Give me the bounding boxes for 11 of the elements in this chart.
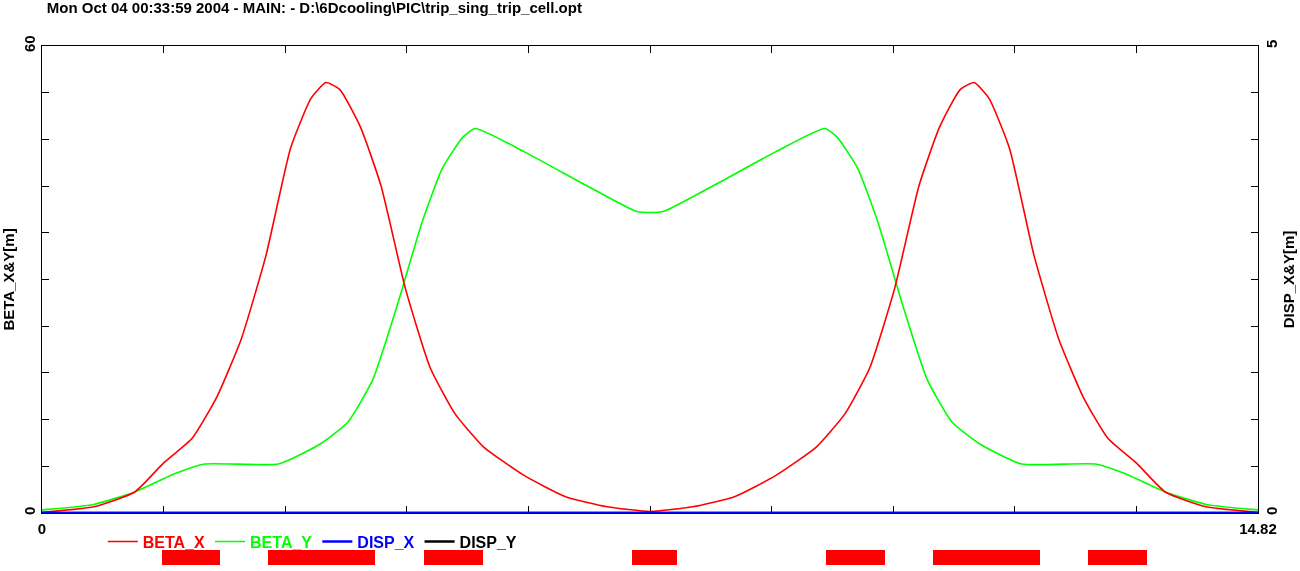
y2-tick-label: 0 — [1263, 506, 1280, 515]
legend-label: BETA_Y — [250, 533, 313, 551]
chart-title: Mon Oct 04 00:33:59 2004 - MAIN: - D:\6Dcooling\PIC\trip_sing_trip_cell.opt — [46, 0, 582, 17]
y2-axis-title: DISP_X&Y[m] — [1280, 230, 1297, 329]
y-tick-label: 60 — [21, 35, 38, 53]
legend-label: DISP_X — [357, 533, 415, 551]
y-axis-title: BETA_X&Y[m] — [0, 228, 17, 331]
y2-tick-label: 5 — [1263, 39, 1280, 48]
x-tick-label: 14.82 — [1239, 520, 1277, 537]
legend-label: BETA_X — [142, 533, 206, 551]
legend-label: DISP_Y — [459, 533, 517, 551]
